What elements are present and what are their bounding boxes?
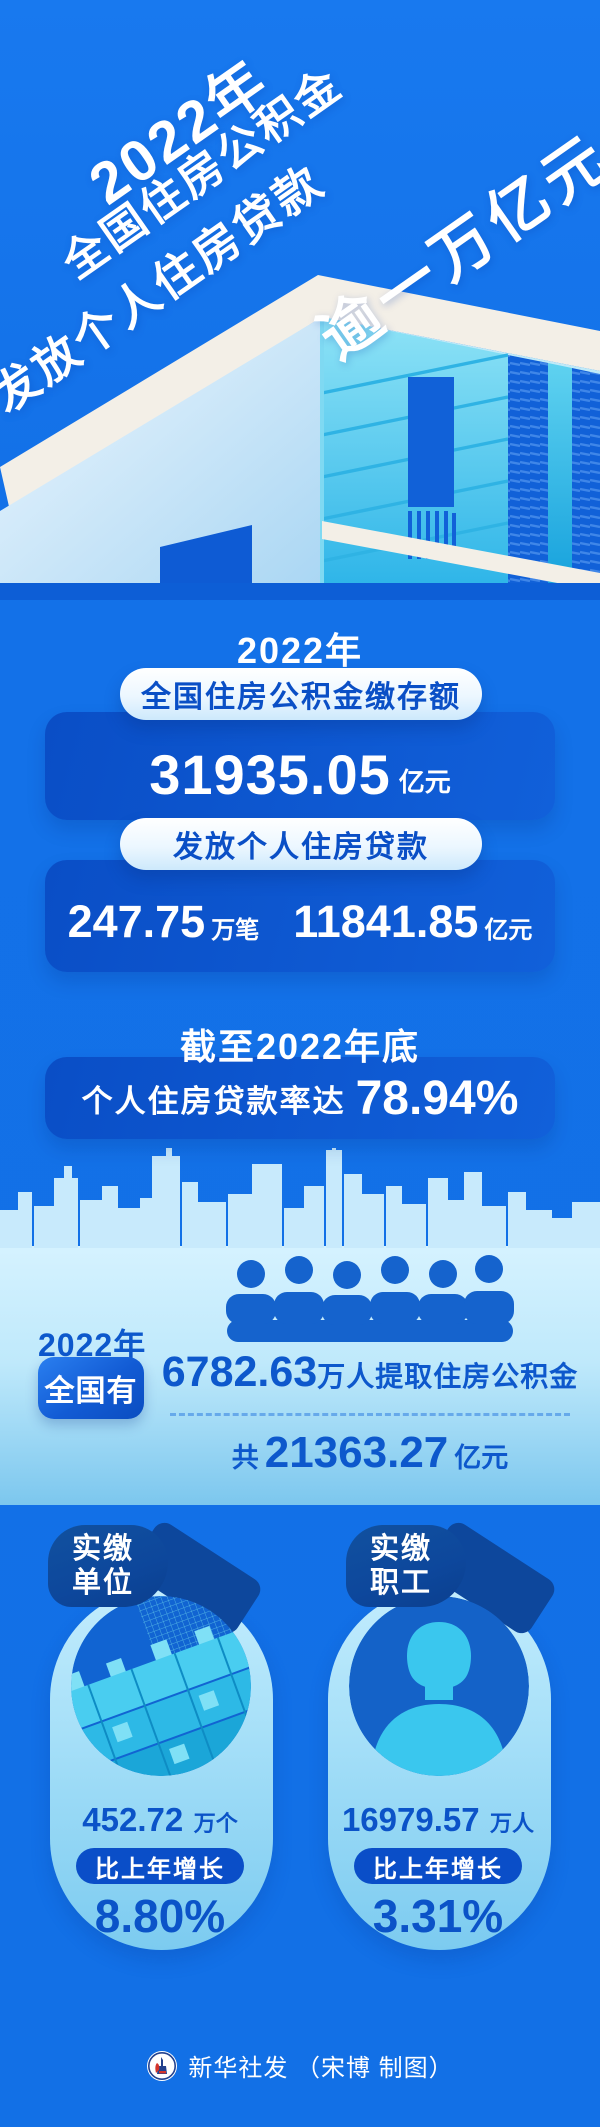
growth-label: 比上年增长	[373, 1855, 503, 1883]
loan-rate-panel: 个人住房贷款率达 78.94%	[45, 1057, 555, 1139]
withdraw-stats-column: 6782.63万人提取住房公积金 共 21363.27 亿元	[160, 1348, 580, 1478]
growth-label: 比上年增长	[95, 1855, 225, 1883]
paying-employees-card: 16979.57 万人 比上年增长 3.31% 实缴 职工	[316, 1505, 560, 1975]
deposit-label: 全国住房公积金缴存额	[141, 681, 461, 714]
paying-units-growth-value: 8.80%	[94, 1890, 226, 1942]
xinhua-logo-icon	[147, 2050, 178, 2081]
paying-employees-unit: 万人	[490, 1811, 535, 1836]
people-group-icon	[226, 1255, 514, 1342]
paying-employees-growth-badge: 比上年增长	[354, 1848, 522, 1884]
withdraw-scope-label: 全国有	[44, 1375, 138, 1408]
paying-employees-growth-value: 3.31%	[372, 1890, 504, 1942]
paying-units-value: 452.72	[82, 1801, 184, 1838]
withdraw-scope-badge: 全国有	[38, 1357, 144, 1419]
asof-heading: 截至2022年底	[179, 1026, 421, 1067]
loan-rate-label: 个人住房贷款率达	[81, 1083, 346, 1119]
tag-line2: 职工	[370, 1567, 433, 1599]
footer-credit-text: 新华社发 （宋博 制图）	[188, 2055, 454, 2082]
section-year-heading: 2022年	[236, 630, 364, 671]
paying-employees-value: 16979.57	[341, 1801, 480, 1838]
withdraw-total-line: 共 21363.27 亿元	[160, 1428, 580, 1478]
tag-line2: 单位	[72, 1567, 135, 1599]
paying-employees-tag: 实缴 职工	[346, 1525, 466, 1607]
withdraw-people-value: 6782.63	[161, 1348, 318, 1396]
person-icon	[349, 1596, 529, 1776]
footer-credit-row: 新华社发 （宋博 制图）	[0, 2048, 600, 2083]
paying-units-unit: 万个	[193, 1811, 238, 1836]
building-illustration-icon	[0, 275, 600, 600]
city-skyline-icon	[0, 1148, 600, 1248]
paying-units-card: 452.72 万个 比上年增长 8.80% 实缴 单位	[38, 1505, 282, 1975]
paying-units-growth-badge: 比上年增长	[76, 1848, 244, 1884]
loans-amount-unit: 亿元	[484, 916, 533, 944]
paying-units-value-line: 452.72 万个	[38, 1801, 282, 1839]
loans-label: 发放个人住房贷款	[173, 831, 429, 864]
paying-employees-value-line: 16979.57 万人	[316, 1801, 560, 1839]
withdraw-people-line: 6782.63万人提取住房公积金	[160, 1348, 580, 1397]
loans-amount-value: 11841.85	[293, 896, 479, 947]
withdraw-total-value: 21363.27	[264, 1428, 449, 1477]
deposit-label-badge: 全国住房公积金缴存额	[120, 668, 482, 720]
deposit-panel: 31935.05 亿元	[45, 712, 555, 820]
loans-label-badge: 发放个人住房贷款	[120, 818, 482, 870]
withdraw-total-unit: 亿元	[454, 1443, 509, 1473]
loan-rate-value: 78.94%	[355, 1071, 519, 1125]
deposit-unit: 亿元	[398, 766, 451, 797]
withdraw-people-suffix: 万人提取住房公积金	[317, 1361, 579, 1392]
deposit-value: 31935.05	[149, 742, 391, 806]
loans-count-value: 247.75	[67, 896, 206, 947]
paying-units-tag: 实缴 单位	[48, 1525, 168, 1607]
loans-count-unit: 万笔	[211, 916, 260, 944]
tag-line1: 实缴	[370, 1532, 433, 1565]
loans-panel: 247.75 万笔 11841.85 亿元	[45, 860, 555, 972]
dashed-divider	[170, 1413, 570, 1416]
tag-line1: 实缴	[72, 1532, 135, 1565]
building-icon	[71, 1596, 251, 1776]
withdraw-total-prefix: 共	[231, 1443, 259, 1473]
